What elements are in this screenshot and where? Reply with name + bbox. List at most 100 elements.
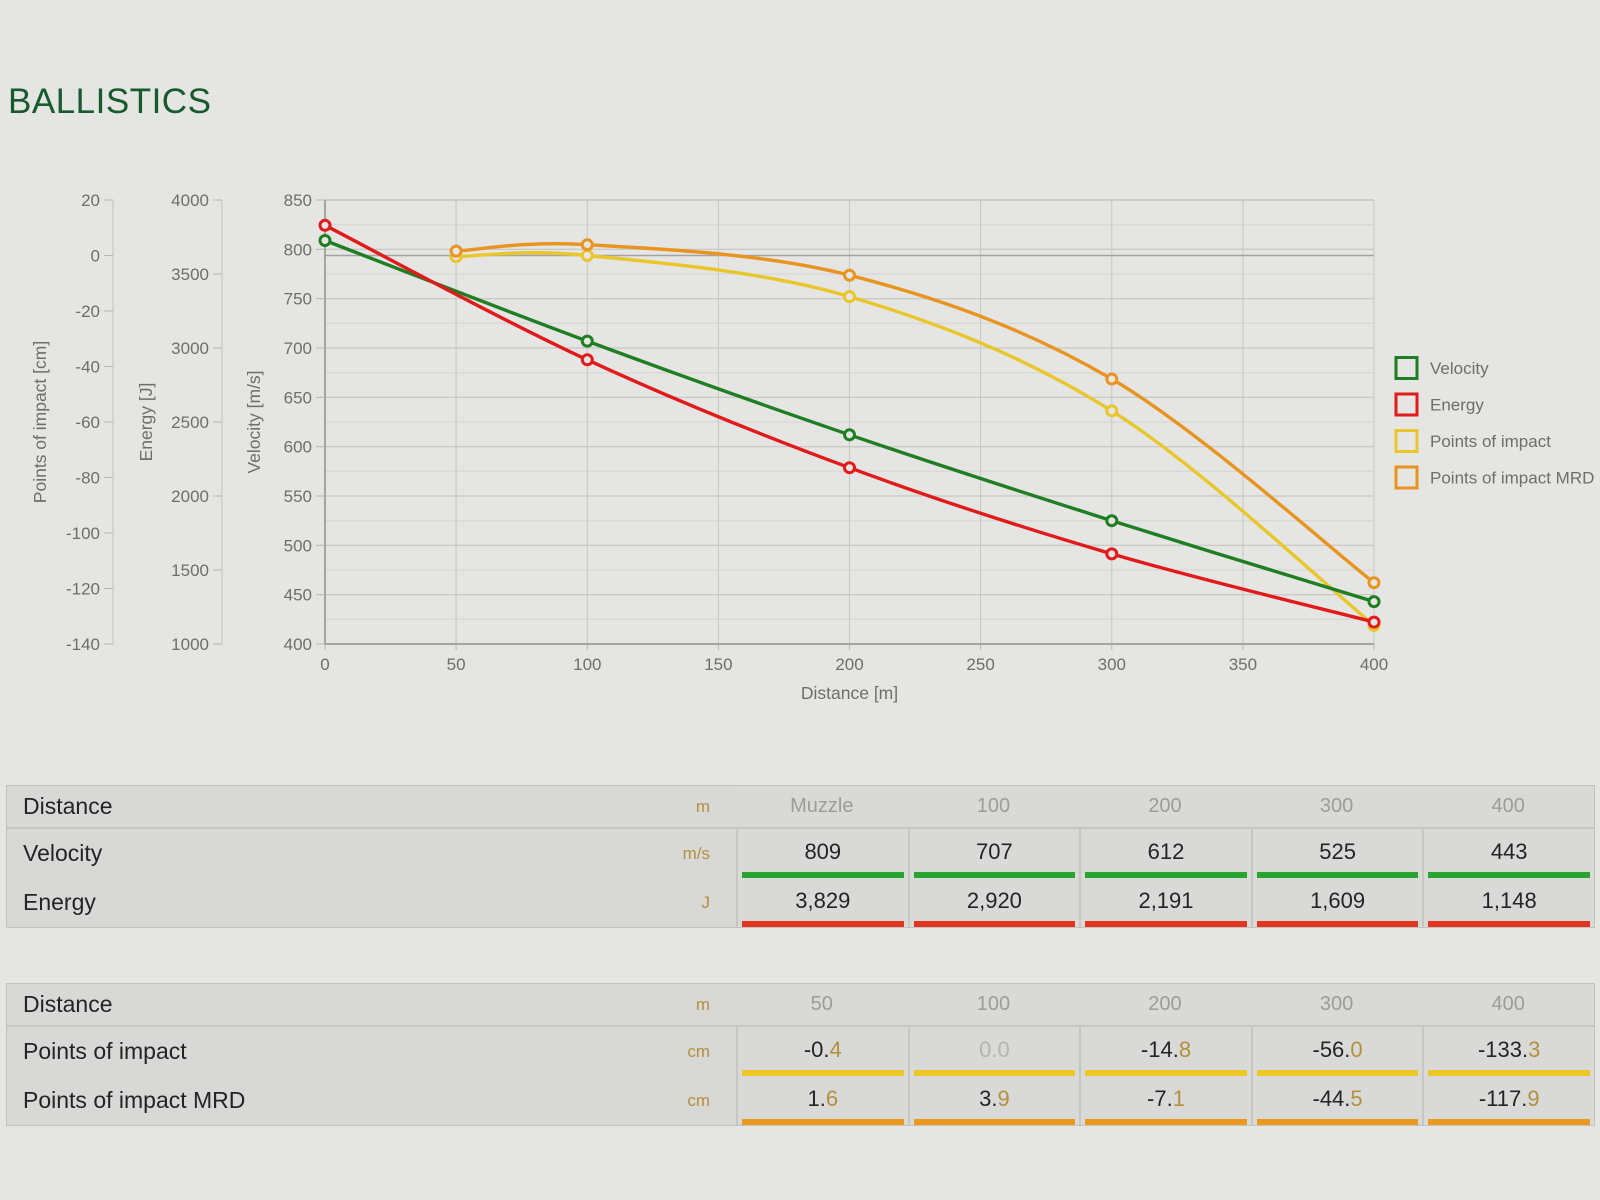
legend-item: Energy [1394,392,1484,417]
table-row-label-cell: Points of impact MRD cm [7,1076,736,1125]
table-value-cell: -0. 4 [736,1027,908,1076]
table-header-unit: m [695,994,710,1014]
series-points-of-impact-marker [1105,404,1119,418]
legend-swatch [1394,392,1419,417]
table-header-column: 300 [1250,984,1423,1027]
x-tick-label: 250 [966,655,994,674]
poi-tick-label: -20 [75,302,100,321]
series-energy-marker [1105,547,1119,561]
velocity-tick-label: 750 [284,290,312,309]
x-tick-label: 50 [447,655,466,674]
velocity-tick-label: 800 [284,240,312,259]
table-header-column: Muzzle [736,786,908,829]
table-header-column: 200 [1079,786,1251,829]
series-points-of-impact-mrd-marker [449,244,463,258]
table-value-cell: -14. 8 [1079,1027,1251,1076]
table-header-label-cell: Distance m [7,984,736,1027]
velocity-energy-table: Distance m Muzzle 100 200 300 400 Velocity m/s 80… [6,785,1595,928]
x-axis-title: Distance [m] [801,683,898,703]
velocity-tick-label: 850 [284,191,312,210]
x-tick-label: 200 [835,655,863,674]
value-underline-bar [1428,872,1590,878]
series-points-of-impact-mrd-line [456,242,1376,585]
value-underline-bar [742,1119,904,1125]
value-underline-bar [742,872,904,878]
table-value-cell: 1,609 [1250,878,1423,927]
poi-tick-label: -120 [66,580,100,599]
table-header-column: 200 [1079,984,1251,1027]
table-value-cell: -56. 0 [1250,1027,1423,1076]
legend-label: Velocity [1430,359,1489,378]
table-value-cell: 612 [1079,829,1251,878]
series-points-of-impact-marker [843,290,856,304]
value-underline-bar [913,872,1076,878]
energy-tick-label: 2500 [171,413,209,432]
table-value-cell: 3. 9 [907,1076,1080,1125]
table-row-label: Points of impact MRD [23,1087,246,1113]
value-underline-bar [913,1119,1076,1125]
x-tick-label: 0 [320,655,329,674]
poi-tick-label: 20 [81,191,100,210]
series-energy-marker [843,461,856,475]
energy-tick-label: 2000 [171,487,209,506]
series-energy-marker [580,353,594,367]
series-points-of-impact-mrd-marker [1105,372,1119,386]
series-points-of-impact-mrd-marker [843,268,856,282]
energy-tick-label: 4000 [171,191,209,210]
table-row-unit: J [701,892,711,912]
legend-swatch [1394,356,1419,380]
table-header-column: 400 [1422,984,1594,1027]
series-velocity-marker [318,234,332,247]
table-header-label: Distance [23,793,113,819]
page-title: BALLISTICS [8,82,212,121]
value-underline-bar [1428,921,1590,927]
value-underline-bar [1085,1070,1247,1076]
table-value-cell: -44. 5 [1250,1076,1423,1125]
series-energy-marker [318,218,332,232]
legend-item: Points of impact MRD [1394,465,1594,490]
legend-label: Points of impact MRD [1430,469,1594,488]
table-row-label: Velocity [23,840,103,866]
table-value-cell: 0.0 [907,1027,1080,1076]
legend-label: Points of impact [1430,432,1551,451]
table-row-unit: m/s [682,843,710,863]
energy-tick-label: 3500 [171,265,209,284]
table-value-cell: -133. 3 [1422,1027,1594,1076]
poi-tick-label: -100 [66,524,100,543]
legend-swatch [1394,429,1419,453]
table-header-column: 100 [907,786,1080,829]
value-underline-bar [1085,1119,1247,1125]
series-velocity-marker [843,428,856,442]
value-underline-bar [913,921,1076,927]
table-header-column: 50 [736,984,908,1027]
x-tick-label: 400 [1360,655,1388,674]
x-tick-label: 350 [1229,655,1257,674]
series-points-of-impact-mrd-marker [580,238,594,252]
value-underline-bar [742,921,904,927]
x-tick-label: 150 [704,655,732,674]
series-energy-marker [1367,615,1381,629]
value-underline-bar [1256,1119,1419,1125]
velocity-tick-label: 450 [284,586,312,605]
poi-tick-label: -80 [75,469,100,488]
series-points-of-impact-line [456,251,1376,627]
velocity-tick-label: 600 [284,438,312,457]
value-underline-bar [1428,1119,1590,1125]
table-header-label-cell: Distance m [7,786,736,829]
table-header-column: 400 [1422,786,1594,829]
table-row-label: Points of impact [23,1038,187,1064]
poi-tick-label: -60 [75,413,100,432]
poi-tick-label: -40 [75,358,100,377]
table-value-cell: 809 [736,829,908,878]
table-value-cell: 2,191 [1079,878,1251,927]
value-underline-bar [1256,1070,1419,1076]
table-header-unit: m [695,796,710,816]
table-value-cell: 707 [907,829,1080,878]
poi-tick-label: 0 [91,247,100,266]
table-value-cell: -7. 1 [1079,1076,1251,1125]
legend-label: Energy [1430,396,1484,415]
x-tick-label: 100 [573,655,601,674]
energy-axis-title: Energy [J] [136,383,156,462]
